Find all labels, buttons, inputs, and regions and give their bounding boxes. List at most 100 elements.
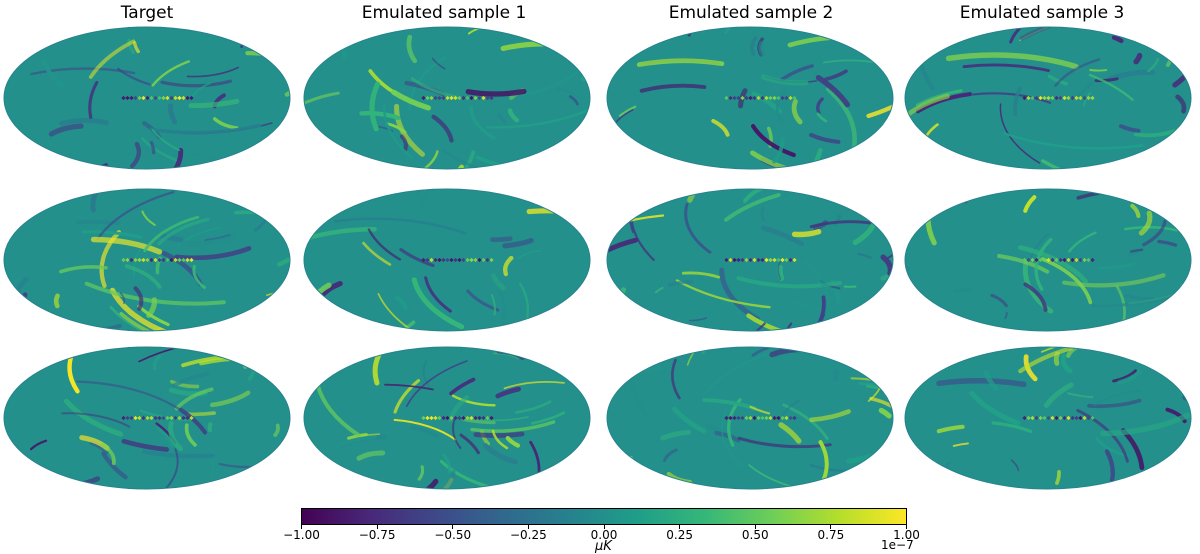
- map-stripe: [586, 299, 609, 309]
- map-stripe: [102, 0, 168, 3]
- map-stripe: [1090, 70, 1106, 71]
- map-stripe: [849, 0, 891, 25]
- map-stripe: [118, 330, 140, 344]
- map-stripe: [878, 28, 886, 46]
- map-stripe: [43, 328, 91, 339]
- map-stripe: [223, 317, 243, 352]
- map-stripe: [874, 373, 917, 388]
- map-stripe: [899, 197, 904, 220]
- map-stripe: [220, 162, 240, 195]
- map-stripe: [56, 296, 57, 306]
- map-stripe: [0, 455, 1, 465]
- map-stripe: [580, 464, 592, 492]
- map-stripe: [1136, 56, 1140, 62]
- map-stripe: [262, 356, 326, 370]
- map-stripe: [367, 495, 402, 497]
- map-stripe: [599, 91, 607, 117]
- map-stripe: [317, 297, 322, 312]
- map-stripe: [836, 372, 837, 379]
- map-stripe: [581, 477, 613, 500]
- map-stripe: [334, 345, 388, 352]
- map-stripe: [1114, 38, 1121, 41]
- map-stripe: [1074, 333, 1099, 337]
- map-stripe: [353, 488, 381, 494]
- map-stripe: [780, 268, 782, 279]
- map-stripe: [747, 177, 772, 190]
- map-stripe: [210, 424, 211, 430]
- map-stripe: [551, 20, 565, 51]
- map-stripe: [542, 187, 558, 205]
- map-stripe: [217, 24, 228, 32]
- map-stripe: [649, 0, 680, 13]
- colorbar-tick-label: −0.25: [510, 528, 547, 542]
- map-stripe: [1100, 334, 1200, 344]
- colorbar-gradient: [301, 508, 907, 526]
- map-stripe: [795, 232, 819, 235]
- map-stripe: [255, 35, 299, 41]
- map-stripe: [880, 439, 902, 479]
- map-stripe: [1172, 359, 1200, 381]
- map-stripe: [761, 44, 763, 55]
- map-stripe: [626, 152, 654, 180]
- map-stripe: [1143, 176, 1200, 188]
- map-stripe: [135, 0, 198, 2]
- map-stripe: [630, 458, 631, 468]
- map-stripe: [896, 455, 932, 474]
- map-stripe: [476, 434, 522, 436]
- map-stripe: [872, 135, 887, 140]
- colorbar-tick-label: −1.00: [283, 528, 320, 542]
- map-stripe: [288, 481, 391, 500]
- map-stripe: [496, 345, 555, 350]
- map-stripe: [1186, 121, 1199, 131]
- map-stripe: [519, 220, 525, 224]
- colorbar-tick-label: −0.75: [359, 528, 396, 542]
- map-stripe: [22, 351, 25, 377]
- map-stripe: [851, 463, 864, 500]
- map-stripe: [1033, 0, 1086, 1]
- map-stripe: [1183, 217, 1200, 231]
- map-stripe: [743, 170, 795, 183]
- map-stripe: [1178, 454, 1200, 479]
- map-stripe: [239, 0, 282, 27]
- map-stripe: [599, 263, 602, 279]
- map-stripe: [1077, 340, 1177, 350]
- map-stripe: [1104, 343, 1178, 347]
- map-stripe: [565, 149, 573, 165]
- map-stripe: [790, 332, 883, 340]
- map-stripe: [900, 108, 902, 115]
- map-stripe: [279, 0, 349, 3]
- map-stripe: [583, 33, 596, 71]
- map-stripe: [830, 344, 844, 350]
- map-stripe: [468, 91, 524, 94]
- map-stripe: [955, 290, 968, 292]
- map-stripe: [1107, 0, 1193, 8]
- map-stripe: [1152, 466, 1200, 476]
- map-stripe: [968, 186, 1004, 189]
- map-stripe: [1104, 164, 1122, 188]
- map-stripe: [895, 130, 901, 157]
- map-stripe: [592, 316, 638, 334]
- sky-map-grid: [0, 0, 1200, 500]
- map-stripe: [871, 315, 904, 353]
- map-stripe: [1119, 167, 1200, 178]
- map-stripe: [1168, 309, 1200, 337]
- map-stripe: [993, 0, 1036, 17]
- map-stripe: [897, 377, 904, 396]
- map-stripe: [1122, 319, 1158, 332]
- map-stripe: [872, 185, 940, 219]
- map-stripe: [577, 183, 665, 210]
- map-stripe: [586, 491, 651, 500]
- map-stripe: [920, 327, 932, 335]
- map-stripe: [423, 3, 449, 17]
- map-stripe: [1175, 50, 1196, 85]
- map-stripe: [561, 339, 617, 372]
- map-stripe: [325, 0, 361, 41]
- map-stripe: [310, 132, 316, 155]
- map-stripe: [584, 192, 590, 213]
- colorbar-tick-label: 0.25: [666, 528, 693, 542]
- map-stripe: [1135, 182, 1200, 193]
- map-stripe: [750, 494, 800, 500]
- map-stripe: [1192, 119, 1200, 133]
- map-stripe: [1056, 354, 1057, 363]
